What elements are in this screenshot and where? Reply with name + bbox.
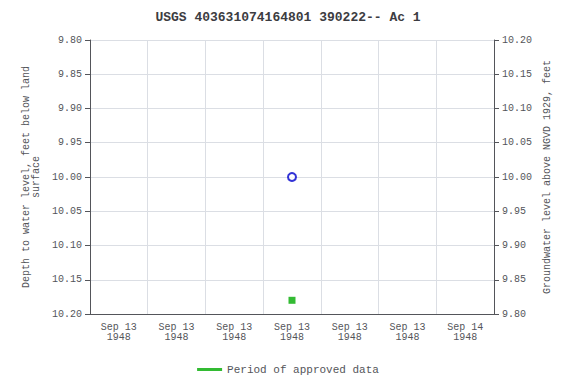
svg-text:Sep 13: Sep 13 bbox=[100, 321, 137, 333]
svg-text:10.00: 10.00 bbox=[502, 172, 532, 183]
svg-text:10.20: 10.20 bbox=[502, 35, 532, 46]
svg-text:10.15: 10.15 bbox=[502, 69, 532, 80]
svg-text:9.95: 9.95 bbox=[502, 206, 526, 217]
svg-text:Depth to water level, feet bel: Depth to water level, feet below land bbox=[20, 66, 32, 288]
svg-text:10.10: 10.10 bbox=[502, 103, 532, 114]
svg-text:USGS 403631074164801 390222--: USGS 403631074164801 390222-- Ac 1 bbox=[155, 10, 420, 25]
svg-text:surface: surface bbox=[31, 156, 42, 198]
svg-text:9.85: 9.85 bbox=[58, 69, 82, 80]
svg-text:9.90: 9.90 bbox=[502, 240, 526, 251]
svg-text:Sep 13: Sep 13 bbox=[216, 321, 253, 333]
svg-text:1948: 1948 bbox=[395, 332, 419, 343]
svg-text:10.20: 10.20 bbox=[52, 309, 82, 320]
svg-text:Groundwater level above NGVD 1: Groundwater level above NGVD 1929, feet bbox=[542, 60, 553, 294]
svg-text:1948: 1948 bbox=[338, 332, 362, 343]
svg-text:9.80: 9.80 bbox=[502, 309, 526, 320]
svg-text:Sep 13: Sep 13 bbox=[331, 321, 368, 333]
svg-text:9.85: 9.85 bbox=[502, 274, 526, 285]
svg-text:1948: 1948 bbox=[107, 332, 131, 343]
svg-text:9.95: 9.95 bbox=[58, 137, 82, 148]
svg-text:10.05: 10.05 bbox=[52, 206, 82, 217]
svg-text:1948: 1948 bbox=[453, 332, 477, 343]
svg-text:Sep 13: Sep 13 bbox=[389, 321, 426, 333]
svg-text:1948: 1948 bbox=[165, 332, 189, 343]
svg-text:Sep 14: Sep 14 bbox=[447, 321, 484, 333]
svg-text:Sep 13: Sep 13 bbox=[158, 321, 195, 333]
svg-text:Sep 13: Sep 13 bbox=[274, 321, 310, 333]
svg-text:Period of approved data: Period of approved data bbox=[227, 364, 379, 376]
svg-text:10.15: 10.15 bbox=[52, 274, 82, 285]
svg-text:10.10: 10.10 bbox=[52, 240, 82, 251]
svg-text:10.05: 10.05 bbox=[502, 137, 532, 148]
svg-text:1948: 1948 bbox=[222, 332, 246, 343]
svg-text:10.00: 10.00 bbox=[52, 172, 82, 183]
svg-text:1948: 1948 bbox=[280, 332, 304, 343]
svg-text:9.80: 9.80 bbox=[58, 35, 82, 46]
svg-text:9.90: 9.90 bbox=[58, 103, 82, 114]
